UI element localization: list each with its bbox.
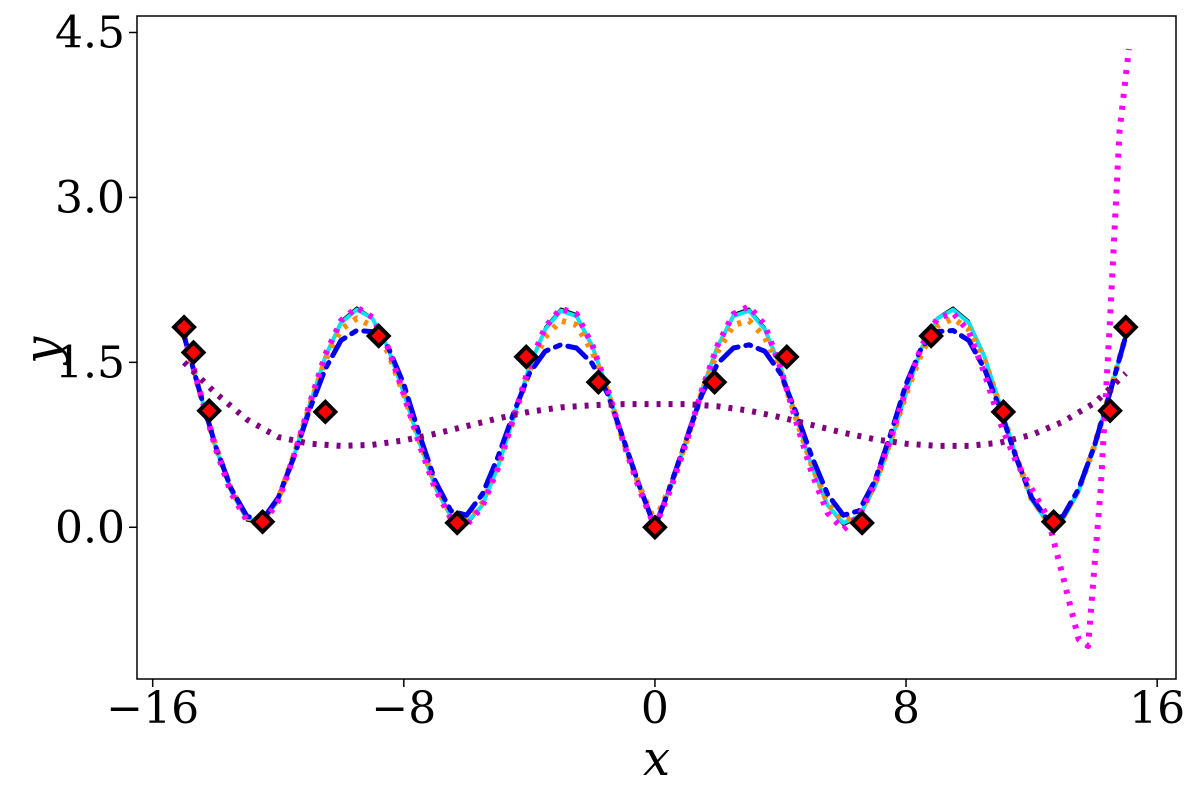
y-tick-label: 0.0 bbox=[55, 502, 125, 553]
y-tick-label: 4.5 bbox=[55, 7, 125, 58]
series-layer bbox=[181, 48, 1132, 649]
data-point-marker bbox=[180, 339, 207, 366]
x-tick-label: 16 bbox=[1129, 683, 1185, 734]
data-point-marker bbox=[249, 508, 276, 535]
data-point-marker bbox=[585, 369, 612, 395]
data-point-marker bbox=[701, 369, 728, 395]
y-tick-label: 3.0 bbox=[55, 172, 125, 223]
data-point-marker bbox=[171, 314, 197, 340]
data-point-marker bbox=[773, 344, 800, 370]
data-point-marker bbox=[642, 514, 668, 541]
y-tick-label: 1.5 bbox=[55, 337, 125, 388]
tick-layer: −16 −8 0 8 16 0.0 1.5 3.0 4.5 bbox=[55, 7, 1185, 734]
data-point-marker bbox=[513, 344, 540, 370]
marker-layer bbox=[171, 314, 1139, 541]
x-tick-label: −8 bbox=[371, 683, 436, 734]
data-point-marker bbox=[1040, 508, 1067, 535]
data-point-marker bbox=[312, 398, 339, 425]
data-point-marker bbox=[990, 398, 1017, 425]
x-tick-label: 8 bbox=[892, 683, 920, 734]
data-point-marker bbox=[444, 510, 471, 536]
series-line-3 bbox=[181, 315, 1129, 525]
data-point-marker bbox=[196, 397, 223, 424]
data-point-marker bbox=[1112, 314, 1139, 340]
series-line-5 bbox=[181, 48, 1132, 649]
data-point-marker bbox=[849, 510, 875, 536]
x-tick-label: −16 bbox=[106, 683, 199, 734]
x-axis-label: x bbox=[643, 731, 670, 787]
data-point-marker bbox=[918, 323, 944, 349]
x-tick-label: 0 bbox=[641, 683, 669, 734]
y-axis-label: y bbox=[14, 336, 70, 366]
plot-frame bbox=[136, 15, 1177, 680]
data-point-marker bbox=[1097, 397, 1123, 424]
data-point-marker bbox=[365, 323, 392, 349]
